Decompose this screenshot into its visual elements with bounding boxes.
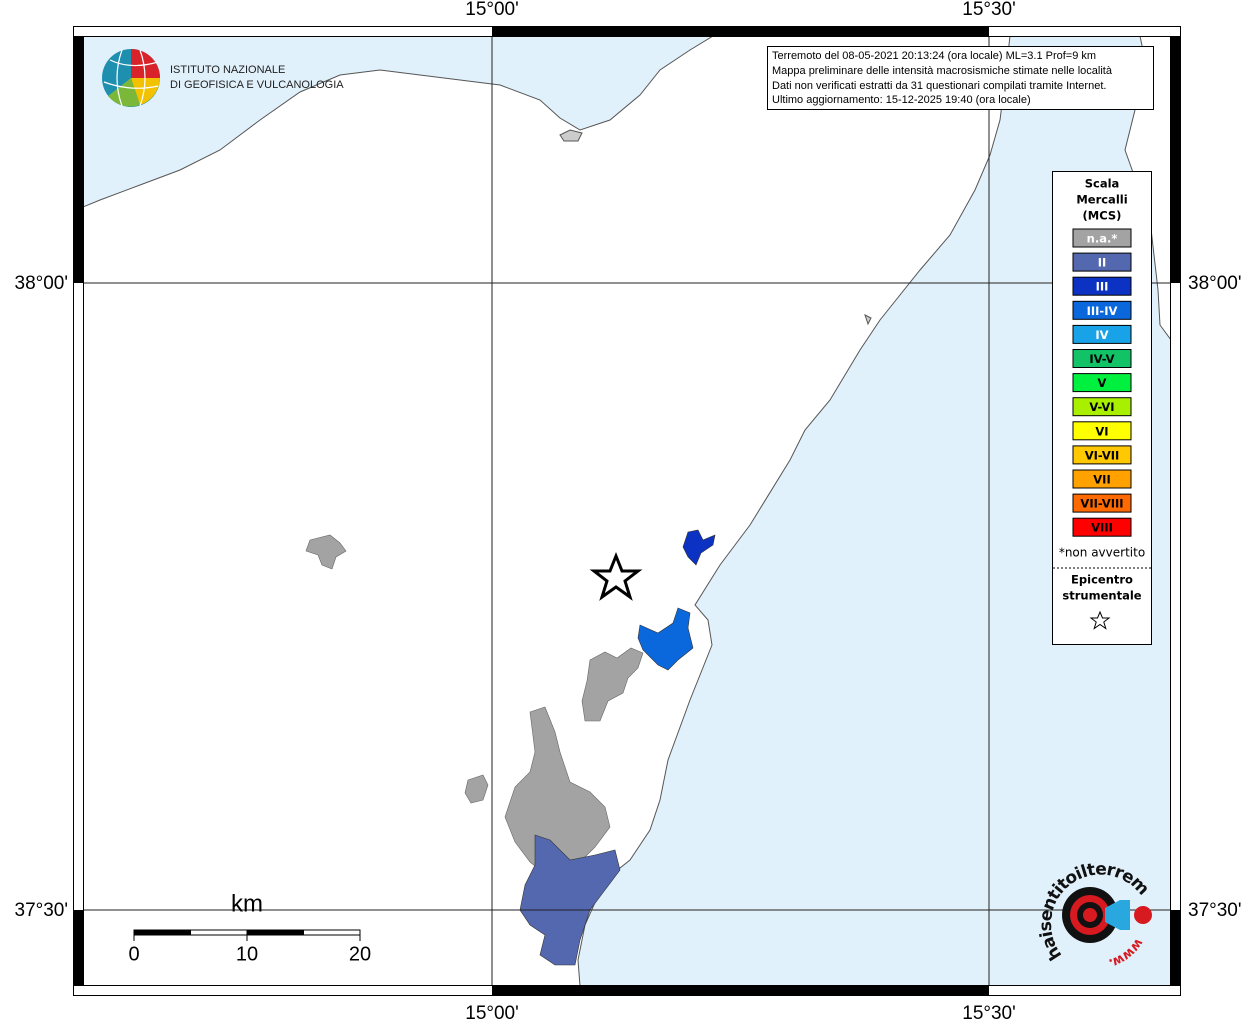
area-iii (682, 529, 716, 566)
scale-segment (133, 929, 191, 936)
scale-segment (190, 929, 248, 936)
scale-tick-label: 20 (349, 943, 371, 965)
institute-logo: ISTITUTO NAZIONALE DI GEOFISICA E VULCAN… (102, 49, 344, 107)
info-line: Terremoto del 08-05-2021 20:13:24 (ora l… (772, 50, 1096, 62)
lat-label: 37°30' (15, 900, 69, 921)
scale-tick-label: 10 (236, 943, 258, 965)
legend-label: III (1096, 280, 1109, 294)
logo-text: DI GEOFISICA E VULCANOLOGIA (170, 79, 344, 91)
legend-label: VIII (1091, 521, 1113, 535)
frame (73, 26, 1181, 996)
area-iii-iv (637, 607, 694, 671)
legend-label: V-VI (1089, 400, 1114, 414)
legend-label: VII-VIII (1080, 497, 1123, 511)
legend-label: II (1098, 256, 1107, 270)
lat-label: 37°30' (1188, 900, 1242, 921)
lon-label: 15°00' (465, 0, 519, 20)
legend-label: III-IV (1087, 304, 1118, 318)
epicenter (589, 551, 643, 601)
scale-unit: km (231, 890, 263, 917)
legend-label: VI-VII (1085, 448, 1120, 462)
legend-title: Scala (1085, 177, 1120, 191)
legend-label: IV (1095, 328, 1108, 342)
legend-label: V (1098, 376, 1107, 390)
legend: Scala Mercalli (MCS) *non avvertito Epic… (1052, 171, 1152, 645)
info-line: Mappa preliminare delle intensità macros… (772, 65, 1113, 77)
legend-swatch (1072, 493, 1132, 513)
legend-label: VI (1095, 424, 1108, 438)
scale-bar: km 0 10 20 (128, 890, 371, 965)
lat-label: 38°00' (1188, 273, 1242, 294)
legend-swatch (1072, 324, 1132, 344)
legend-label: VII (1093, 473, 1110, 487)
legend-swatch (1072, 445, 1132, 465)
area-na (305, 534, 347, 570)
legend-swatch (1072, 228, 1132, 248)
scale-tick-label: 0 (128, 943, 139, 965)
axis-labels: 15°00' 15°30' 15°00' 15°30' 38°00' 37°30… (15, 0, 1242, 1024)
legend-title: Mercalli (1076, 193, 1127, 207)
scale-segment (246, 929, 304, 936)
legend-swatch (1072, 252, 1132, 272)
lon-label: 15°30' (962, 1003, 1016, 1024)
legend-swatch (1072, 397, 1132, 417)
legend-swatch (1072, 373, 1132, 393)
scale-segment (303, 929, 361, 936)
legend-epicenter: strumentale (1062, 589, 1141, 603)
legend-swatch (1072, 517, 1132, 537)
legend-swatch (1072, 421, 1132, 441)
legend-swatch (1072, 469, 1132, 489)
lon-label: 15°00' (465, 1003, 519, 1024)
area-na (581, 647, 644, 722)
legend-title: (MCS) (1083, 209, 1122, 223)
area-ii (519, 834, 621, 966)
tyrrhenian-sea (83, 36, 714, 208)
basemap (83, 36, 1171, 986)
coast-detail (559, 129, 872, 326)
legend-swatch (1072, 300, 1132, 320)
legend-swatch (1072, 276, 1132, 296)
info-line: Dati non verificati estratti da 31 quest… (772, 80, 1106, 92)
legend-label: IV-V (1089, 352, 1114, 366)
legend-label: n.a.* (1087, 232, 1118, 246)
logo-text: ISTITUTO NAZIONALE (170, 64, 285, 76)
lon-label: 15°30' (962, 0, 1016, 20)
lat-label: 38°00' (15, 273, 69, 294)
info-line: Ultimo aggiornamento: 15-12-2025 19:40 (… (772, 94, 1031, 106)
info-box: Terremoto del 08-05-2021 20:13:24 (ora l… (767, 46, 1154, 110)
legend-epicenter: Epicentro (1071, 573, 1133, 587)
legend-swatch (1072, 349, 1132, 368)
legend-note: *non avvertito (1059, 546, 1145, 560)
ionian-sea (577, 36, 1171, 986)
